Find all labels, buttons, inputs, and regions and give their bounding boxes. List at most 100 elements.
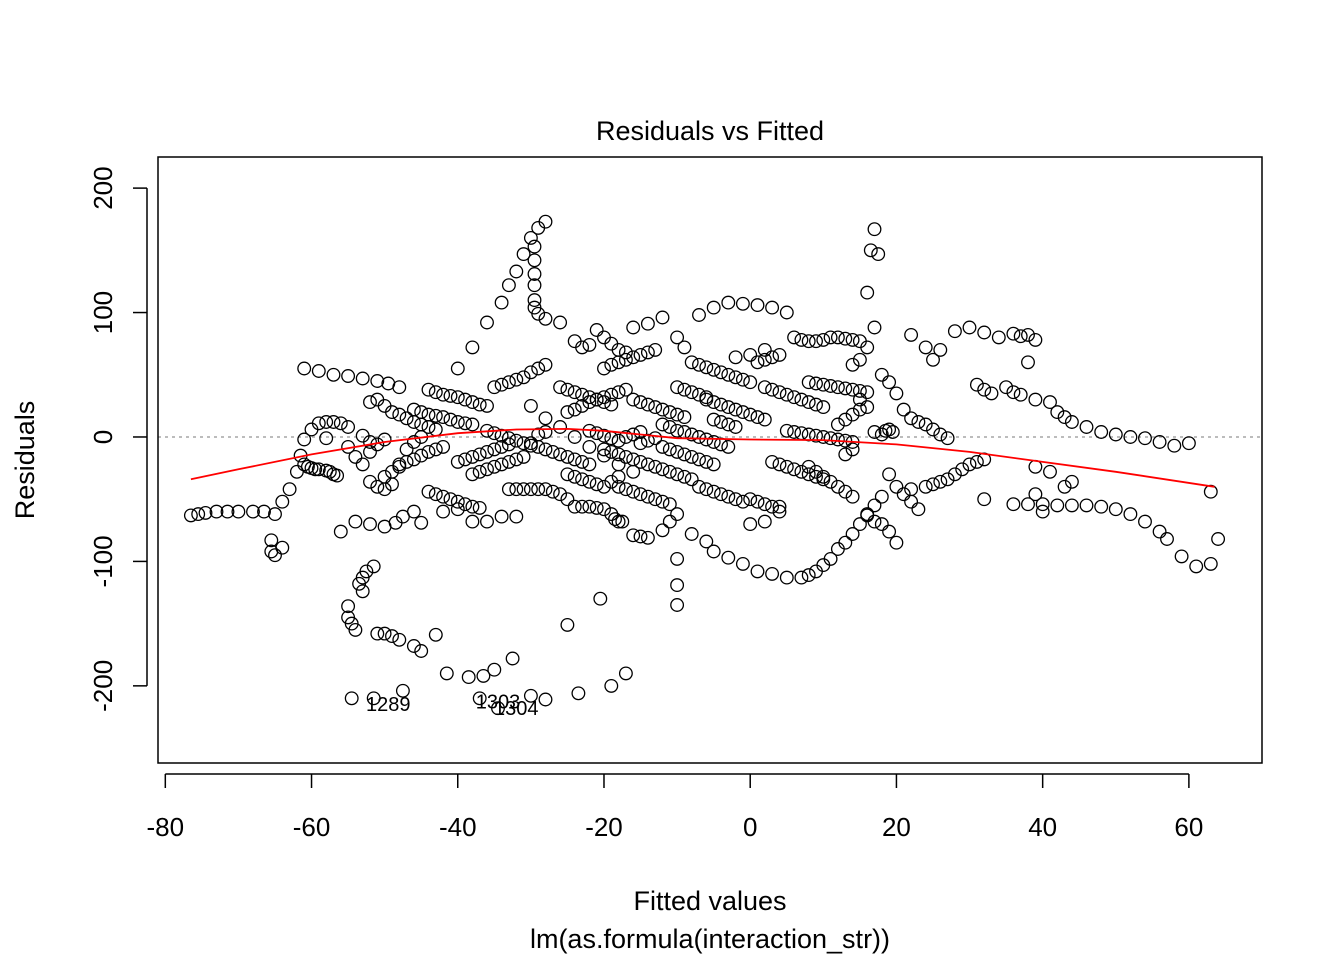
data-point xyxy=(516,482,531,497)
data-point xyxy=(589,500,604,515)
data-point xyxy=(611,355,626,370)
data-point xyxy=(560,405,575,420)
data-point xyxy=(1203,556,1218,571)
data-point xyxy=(399,411,414,426)
data-point xyxy=(491,701,505,716)
data-point xyxy=(977,325,992,340)
data-point xyxy=(487,426,502,441)
data-point xyxy=(750,298,765,313)
data-point xyxy=(662,464,677,479)
data-point xyxy=(531,427,546,442)
data-point xyxy=(509,372,524,387)
data-point xyxy=(633,487,648,502)
data-point xyxy=(406,639,421,653)
data-point xyxy=(582,390,597,405)
data-point xyxy=(385,477,399,492)
data-point xyxy=(670,507,685,522)
data-point xyxy=(926,422,940,437)
data-point xyxy=(399,442,414,457)
data-point xyxy=(655,402,670,417)
data-point xyxy=(1181,436,1196,451)
data-point xyxy=(1043,464,1057,479)
data-point xyxy=(692,387,706,402)
data-point xyxy=(348,622,363,637)
data-point xyxy=(874,427,889,442)
data-point xyxy=(1160,532,1174,546)
data-point xyxy=(830,417,845,432)
data-point xyxy=(706,544,721,559)
data-point xyxy=(395,683,410,698)
data-point xyxy=(845,332,860,347)
data-point xyxy=(823,431,838,446)
data-point xyxy=(904,494,919,509)
data-point xyxy=(366,691,381,706)
data-point xyxy=(436,387,451,402)
data-point xyxy=(889,386,904,401)
data-point xyxy=(560,467,575,482)
data-point xyxy=(311,462,326,477)
data-point xyxy=(670,551,685,566)
data-point xyxy=(465,449,480,464)
data-point xyxy=(472,500,487,515)
data-point xyxy=(867,320,882,335)
data-point xyxy=(531,306,546,321)
data-point xyxy=(677,447,692,462)
data-point xyxy=(655,462,670,477)
data-point xyxy=(640,489,655,504)
data-point xyxy=(743,492,758,507)
data-point xyxy=(699,482,714,497)
data-point xyxy=(589,477,604,492)
x-tick-label: 0 xyxy=(743,812,757,842)
data-point xyxy=(1006,385,1021,400)
data-point xyxy=(428,408,443,423)
data-point xyxy=(366,559,381,574)
data-point xyxy=(604,474,619,489)
data-point xyxy=(1035,497,1050,512)
data-point xyxy=(575,387,590,402)
data-point xyxy=(662,497,677,512)
data-point xyxy=(728,492,743,507)
data-point xyxy=(845,442,860,457)
data-point xyxy=(904,411,919,426)
data-point xyxy=(955,462,970,477)
data-point xyxy=(501,454,516,469)
data-point xyxy=(509,433,524,448)
data-point xyxy=(830,330,845,345)
data-point xyxy=(655,310,670,325)
data-point xyxy=(757,342,772,357)
data-point xyxy=(882,467,897,482)
x-tick-label: 40 xyxy=(1028,812,1057,842)
data-point xyxy=(494,377,509,392)
data-point xyxy=(370,374,385,388)
data-point xyxy=(1152,435,1167,449)
data-point xyxy=(860,340,875,355)
data-point xyxy=(896,487,911,502)
data-point xyxy=(728,420,743,434)
data-point xyxy=(779,387,794,402)
data-point xyxy=(406,504,421,519)
data-point xyxy=(889,479,904,494)
data-point xyxy=(926,352,940,367)
data-point xyxy=(1050,405,1065,420)
data-point xyxy=(523,365,538,380)
data-point xyxy=(597,428,611,443)
data-point xyxy=(648,459,663,474)
data-point xyxy=(772,385,787,400)
data-point xyxy=(472,464,487,479)
data-point xyxy=(874,489,889,504)
data-point xyxy=(560,492,575,507)
data-point xyxy=(363,517,377,532)
data-point xyxy=(626,484,641,499)
data-point xyxy=(852,517,867,532)
data-point xyxy=(809,376,823,391)
data-point xyxy=(1079,498,1094,513)
data-point xyxy=(684,427,699,442)
data-point xyxy=(421,484,436,499)
data-point xyxy=(575,499,590,514)
data-point xyxy=(933,342,948,357)
data-point xyxy=(626,464,641,479)
data-point xyxy=(882,524,897,539)
data-point xyxy=(801,395,816,410)
data-point xyxy=(618,666,633,681)
